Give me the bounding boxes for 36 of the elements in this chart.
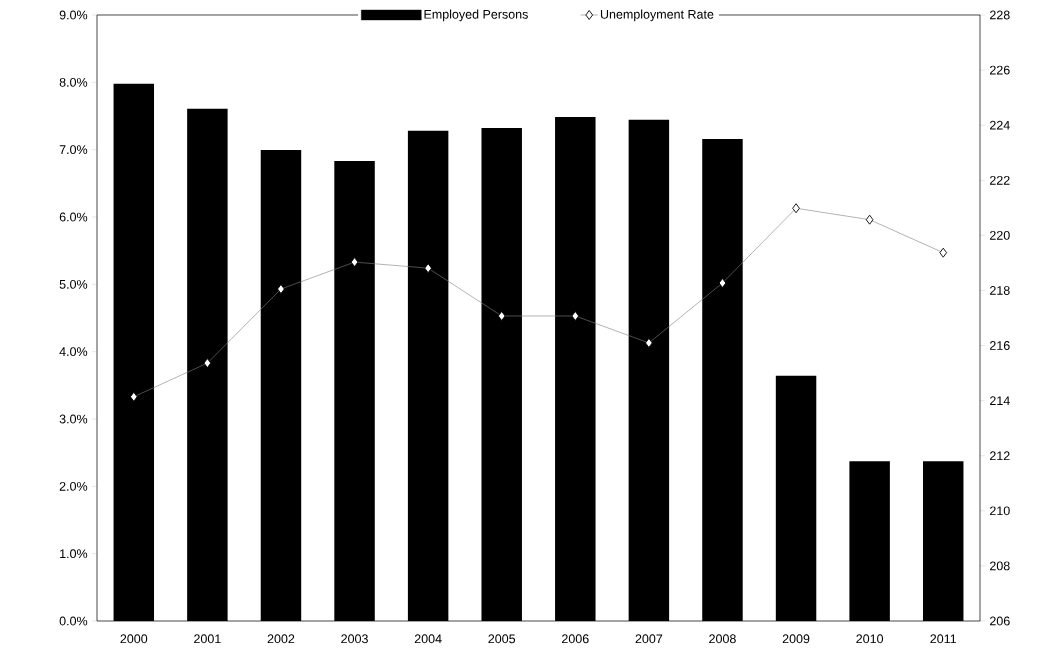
x-tick-label: 2002	[267, 634, 295, 644]
x-tick-label: 2004	[414, 634, 442, 644]
legend-label: Employed Persons	[424, 9, 528, 22]
y2-tick-label: 206	[990, 616, 1010, 626]
y2-tick-label: 214	[990, 396, 1010, 405]
y2-tick-label: 226	[990, 65, 1010, 75]
y-tick-label: 5.0%	[59, 279, 88, 289]
y-tick-label: 8.0%	[59, 77, 88, 87]
x-tick-label: 2005	[488, 634, 516, 644]
y2-tick-label: 222	[990, 175, 1010, 185]
x-tick-label: 2011	[930, 634, 957, 644]
y2-tick-label: 216	[990, 341, 1010, 350]
x-tick-label: 2003	[341, 634, 368, 644]
y2-tick-label: 212	[990, 451, 1010, 461]
x-tick-label: 2007	[635, 634, 663, 644]
y2-tick-label: 218	[990, 286, 1010, 295]
x-tick-label: 2010	[856, 634, 884, 644]
y-tick-label: 7.0%	[59, 145, 88, 155]
y-tick-label: 0.0%	[59, 616, 88, 626]
y-tick-label: 2.0%	[59, 481, 88, 491]
x-tick-label: 2009	[782, 634, 810, 644]
x-tick-label: 2000	[120, 634, 148, 644]
y-tick-label: 3.0%	[59, 414, 88, 424]
y2-tick-label: 208	[990, 561, 1010, 571]
y2-tick-label: 220	[990, 230, 1010, 240]
y-tick-label: 4.0%	[59, 347, 88, 357]
y2-tick-label: 210	[990, 506, 1010, 516]
legend-label: Unemployment Rate	[600, 9, 714, 22]
y-tick-label: 1.0%	[60, 549, 88, 559]
x-tick-label: 2006	[562, 634, 589, 644]
y2-tick-label: 224	[990, 120, 1010, 130]
y2-tick-label: 228	[990, 10, 1010, 20]
y-tick-label: 6.0%	[59, 212, 88, 222]
x-tick-label: 2001	[194, 634, 221, 644]
y-tick-label: 9.0%	[59, 10, 88, 20]
x-tick-label: 2008	[709, 634, 736, 644]
